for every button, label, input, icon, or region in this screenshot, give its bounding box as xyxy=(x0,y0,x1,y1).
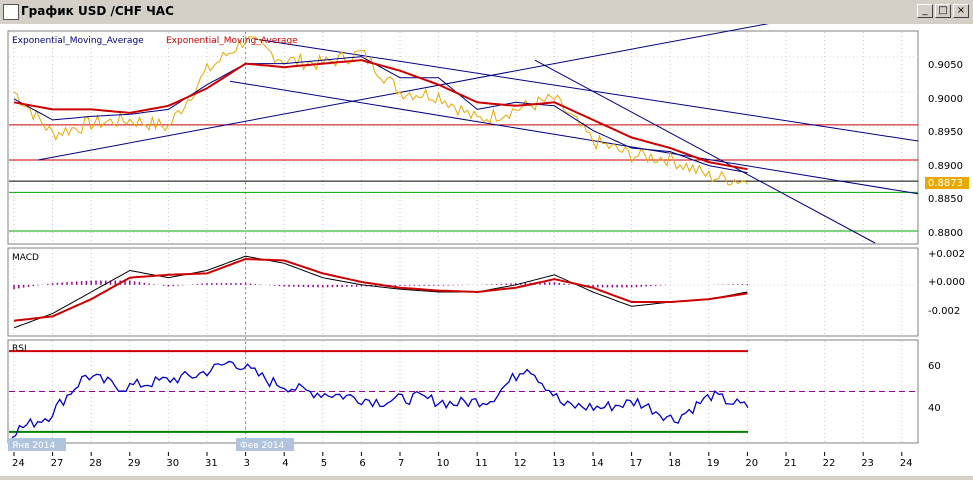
month-label-box xyxy=(236,438,294,451)
current-price-badge xyxy=(925,177,969,189)
ema-slow-line xyxy=(13,59,748,171)
chart-area[interactable]: Exponential_Moving_Average Exponential_M… xyxy=(0,20,973,476)
minimize-button[interactable]: _ xyxy=(917,4,933,18)
price-levels xyxy=(9,124,918,232)
price-tick: 0.9000 xyxy=(928,94,963,105)
price-tick: 0.8900 xyxy=(928,161,963,172)
x-tick-label: 6 xyxy=(359,458,365,469)
x-tick-label: 18 xyxy=(668,458,681,469)
ema-legend-slow: Exponential_Moving_Average xyxy=(166,36,298,46)
window-controls: _ □ × xyxy=(917,4,969,18)
x-tick-label: 14 xyxy=(591,458,604,469)
x-tick-label: 20 xyxy=(745,458,758,469)
macd-series xyxy=(13,255,749,329)
price-panel[interactable] xyxy=(7,30,919,245)
ema-fast-line xyxy=(13,56,748,174)
rsi-tick: 40 xyxy=(928,403,941,414)
ema-legend-fast: Exponential_Moving_Average xyxy=(12,36,144,46)
rsi-label: RSI xyxy=(12,344,27,354)
month-label-jan: Янв 2014 xyxy=(12,441,55,451)
macd-signal-line xyxy=(13,257,748,322)
month-label-feb: Фев 2014 xyxy=(240,441,285,451)
price-tick: 0.8850 xyxy=(928,194,963,205)
x-tick-label: 12 xyxy=(514,458,527,469)
macd-line xyxy=(13,255,748,329)
x-tick-label: 19 xyxy=(707,458,720,469)
macd-y-axis: +0.002 +0.000 -0.002 xyxy=(928,249,965,317)
x-tick-label: 27 xyxy=(51,458,64,469)
chart-app-icon xyxy=(3,4,19,20)
grid xyxy=(9,32,918,442)
x-tick-label: 17 xyxy=(630,458,643,469)
trendline-descending-lower xyxy=(229,80,919,195)
current-price-label: 0.8873 xyxy=(928,178,963,189)
close-button[interactable]: × xyxy=(953,4,969,18)
x-tick-label: 13 xyxy=(552,458,565,469)
macd-label: MACD xyxy=(12,253,39,263)
x-tick-label: 24 xyxy=(12,458,25,469)
x-tick-label: 28 xyxy=(89,458,102,469)
x-tick-label: 24 xyxy=(900,458,913,469)
x-tick-label: 31 xyxy=(205,458,218,469)
rsi-tick: 60 xyxy=(928,361,941,372)
x-tick-label: 3 xyxy=(244,458,250,469)
price-tick: 0.9050 xyxy=(928,60,963,71)
price-tick: 0.8950 xyxy=(928,127,963,138)
macd-tick: -0.002 xyxy=(928,306,960,317)
rsi-series xyxy=(9,350,918,439)
x-tick-label: 5 xyxy=(321,458,327,469)
x-tick-label: 29 xyxy=(128,458,141,469)
x-tick-label: 4 xyxy=(282,458,288,469)
x-tick-label: 30 xyxy=(166,458,179,469)
price-y-axis: 0.9050 0.9000 0.8950 0.8900 0.8850 0.880… xyxy=(928,60,963,239)
maximize-button[interactable]: □ xyxy=(935,4,951,18)
x-axis: 24 27 28 29 30 31 3 4 5 6 7 10 11 12 13 14 17 18 19 20 21 22 2… xyxy=(12,452,913,469)
price-tick: 0.8800 xyxy=(928,228,963,239)
trendline-ascending xyxy=(37,20,781,161)
price-series xyxy=(13,36,748,186)
month-label-box xyxy=(8,438,66,451)
rsi-line xyxy=(11,360,749,439)
chart-svg[interactable]: Exponential_Moving_Average Exponential_M… xyxy=(0,20,973,476)
price-line xyxy=(13,36,748,186)
macd-tick: +0.000 xyxy=(928,277,965,288)
window-title: График USD /CHF ЧАС xyxy=(21,4,174,18)
x-tick-label: 11 xyxy=(475,458,488,469)
macd-tick: +0.002 xyxy=(928,249,965,260)
x-tick-label: 10 xyxy=(437,458,450,469)
x-tick-label: 21 xyxy=(784,458,797,469)
window-titlebar: График USD /CHF ЧАС _ □ × xyxy=(0,0,973,25)
x-tick-label: 23 xyxy=(861,458,874,469)
trendline-descending-steep xyxy=(534,59,876,244)
x-tick-label: 22 xyxy=(823,458,836,469)
rsi-y-axis: 60 40 xyxy=(928,361,941,414)
x-tick-label: 7 xyxy=(398,458,404,469)
